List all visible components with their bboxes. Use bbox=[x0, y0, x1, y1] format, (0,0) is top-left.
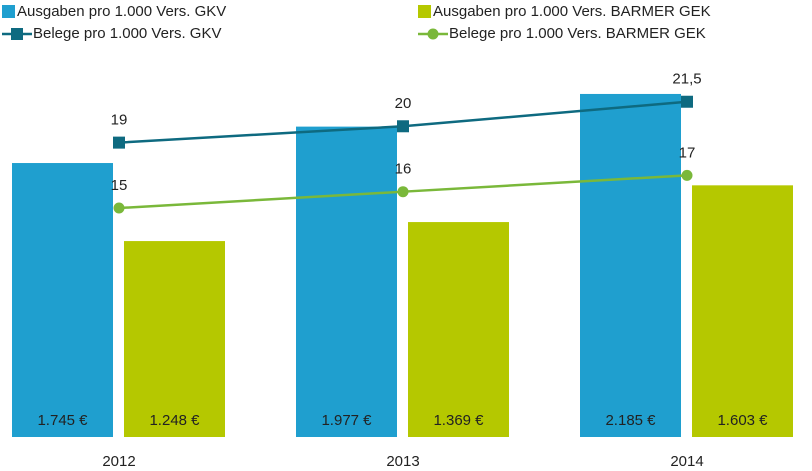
line-value-label: 20 bbox=[395, 95, 412, 112]
bar-value-label: 1.745 € bbox=[37, 412, 88, 429]
bar-value-label: 1.248 € bbox=[149, 412, 200, 429]
line-value-label: 19 bbox=[111, 112, 128, 129]
legend-marker bbox=[11, 28, 23, 40]
bar-value-label: 1.977 € bbox=[321, 412, 372, 429]
bar bbox=[580, 93, 681, 437]
bar-value-label: 1.603 € bbox=[717, 412, 768, 429]
line-marker bbox=[113, 202, 125, 214]
x-tick-label: 2014 bbox=[670, 453, 703, 470]
line-marker bbox=[681, 169, 693, 181]
legend-marker bbox=[427, 28, 439, 40]
legend-label: Ausgaben pro 1.000 Vers. GKV bbox=[17, 3, 226, 20]
line-marker bbox=[681, 95, 693, 108]
bar bbox=[124, 241, 225, 437]
x-tick-label: 2013 bbox=[386, 453, 419, 470]
line-marker bbox=[397, 120, 409, 133]
x-tick-label: 2012 bbox=[102, 453, 135, 470]
legend-swatch bbox=[2, 5, 15, 18]
bar bbox=[408, 222, 509, 437]
line-value-label: 17 bbox=[679, 144, 696, 161]
line-value-label: 21,5 bbox=[672, 71, 701, 88]
line-value-label: 16 bbox=[395, 161, 412, 178]
legend-label: Belege pro 1.000 Vers. GKV bbox=[33, 25, 221, 42]
line-value-label: 15 bbox=[111, 177, 128, 194]
legend-label: Ausgaben pro 1.000 Vers. BARMER GEK bbox=[433, 3, 711, 20]
legend-label: Belege pro 1.000 Vers. BARMER GEK bbox=[449, 25, 706, 42]
bar bbox=[692, 185, 793, 437]
bar bbox=[296, 126, 397, 438]
line-marker bbox=[113, 136, 125, 149]
bar-value-label: 1.369 € bbox=[433, 412, 484, 429]
bar-value-label: 2.185 € bbox=[605, 412, 656, 429]
bar bbox=[12, 163, 113, 437]
line-marker bbox=[397, 186, 409, 198]
legend-swatch bbox=[418, 5, 431, 18]
